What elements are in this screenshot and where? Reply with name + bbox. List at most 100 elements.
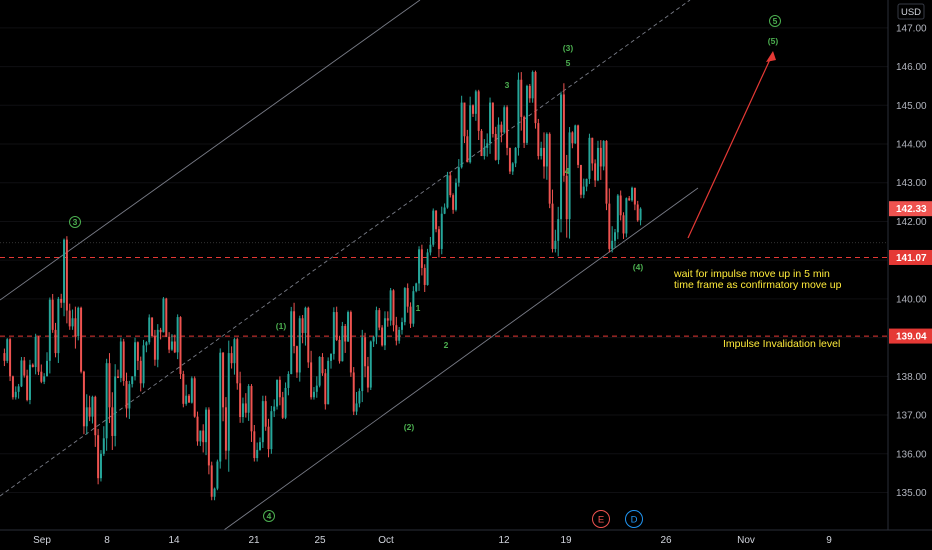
candle-body bbox=[454, 182, 457, 210]
candle-body bbox=[213, 488, 216, 497]
candle-body bbox=[304, 307, 307, 333]
candle-body bbox=[330, 353, 332, 361]
candle-body bbox=[429, 244, 432, 253]
candle-body bbox=[37, 336, 40, 372]
candle-body bbox=[534, 72, 537, 124]
candle-body bbox=[327, 360, 330, 405]
candle-body bbox=[540, 147, 543, 157]
candle-body bbox=[159, 329, 162, 333]
time-tick-label: Nov bbox=[737, 535, 755, 546]
time-axis[interactable]: Sep 8 14 21 25 Oct 12 19 26 Nov 9 bbox=[0, 529, 932, 546]
candle-body bbox=[591, 137, 594, 164]
candle-body bbox=[23, 360, 26, 376]
candle-body bbox=[543, 147, 545, 167]
price-axis[interactable]: 135.00136.00137.00138.00139.00140.00141.… bbox=[887, 0, 927, 530]
channel-upper-line bbox=[0, 0, 421, 301]
event-marker-label: E bbox=[598, 515, 604, 526]
candle-body bbox=[202, 430, 205, 443]
candle-body bbox=[568, 132, 571, 220]
candle-body bbox=[307, 307, 310, 363]
candle-body bbox=[190, 378, 193, 403]
candle-body bbox=[176, 317, 179, 353]
candle-body bbox=[227, 353, 230, 451]
candle-body bbox=[128, 384, 131, 409]
candle-body bbox=[134, 342, 137, 377]
wave-label-circle bbox=[69, 216, 81, 228]
candle-body bbox=[65, 239, 68, 311]
wave-labels: 3 (1) 4 (2) 1 2 3 5 (3) 4 (4) (5) 5 bbox=[69, 15, 781, 522]
candle-body bbox=[412, 291, 415, 324]
candle-body bbox=[20, 360, 23, 387]
candle-body bbox=[420, 249, 423, 268]
candle-body bbox=[77, 307, 80, 337]
candle-body bbox=[301, 318, 304, 333]
candle-body bbox=[636, 204, 639, 221]
projection-arrow-head bbox=[766, 51, 776, 62]
candle-body bbox=[173, 341, 176, 353]
candle-body bbox=[511, 163, 514, 172]
candle-body bbox=[375, 310, 378, 337]
candles bbox=[3, 70, 642, 501]
candle-body bbox=[483, 147, 486, 157]
candle-body bbox=[34, 336, 37, 368]
currency-button-label: USD bbox=[901, 7, 921, 18]
wave-label: 3 bbox=[505, 80, 510, 90]
event-marker[interactable]: E bbox=[592, 510, 610, 528]
candle-body bbox=[99, 453, 102, 479]
time-tick-label: 8 bbox=[104, 535, 110, 546]
candle-body bbox=[165, 298, 168, 337]
wave-label: (3) bbox=[563, 43, 574, 53]
candle-body bbox=[489, 102, 492, 144]
candle-body bbox=[185, 395, 188, 404]
candle-body bbox=[199, 430, 202, 442]
candle-body bbox=[633, 187, 636, 205]
candle-body bbox=[26, 375, 29, 400]
candle-body bbox=[486, 143, 489, 148]
candle-body bbox=[446, 175, 449, 208]
candle-body bbox=[443, 207, 446, 214]
candle-body bbox=[48, 299, 51, 361]
candle-body bbox=[625, 198, 628, 234]
time-tick-label: 26 bbox=[660, 535, 672, 546]
price-label-text: 142.33 bbox=[896, 204, 927, 215]
candle-body bbox=[108, 363, 111, 408]
event-marker[interactable]: D bbox=[625, 510, 643, 528]
candle-body bbox=[168, 336, 171, 350]
wave-label: 1 bbox=[416, 303, 421, 313]
candle-body bbox=[631, 187, 634, 201]
price-labels: 142.33 141.07 139.04 bbox=[889, 201, 932, 344]
candle-body bbox=[381, 327, 384, 346]
candle-body bbox=[54, 329, 57, 354]
candle-body bbox=[182, 374, 185, 404]
candle-body bbox=[205, 409, 208, 443]
candle-body bbox=[463, 102, 466, 137]
candle-body bbox=[457, 167, 460, 183]
candle-body bbox=[139, 360, 142, 384]
candle-body bbox=[318, 356, 321, 386]
candle-body bbox=[517, 79, 520, 148]
candle-body bbox=[460, 102, 463, 168]
candle-body bbox=[105, 363, 108, 439]
candle-body bbox=[557, 219, 560, 241]
candle-body bbox=[585, 178, 588, 187]
candle-body bbox=[432, 210, 435, 245]
currency-button[interactable]: USD bbox=[897, 3, 925, 20]
candle-body bbox=[102, 438, 105, 454]
candle-body bbox=[14, 391, 17, 398]
candle-body bbox=[435, 210, 438, 230]
time-tick-label: 12 bbox=[498, 535, 510, 546]
candle-body bbox=[574, 125, 577, 144]
candle-body bbox=[364, 337, 367, 367]
candle-body bbox=[80, 307, 83, 372]
time-tick-label: Sep bbox=[33, 535, 51, 546]
candle-body bbox=[545, 133, 548, 167]
candle-body bbox=[196, 416, 199, 442]
candle-body bbox=[531, 72, 534, 99]
candle-body bbox=[179, 317, 182, 375]
candle-body bbox=[298, 318, 301, 373]
candle-body bbox=[290, 311, 293, 375]
candle-body bbox=[148, 317, 151, 343]
candle-body bbox=[514, 147, 517, 164]
